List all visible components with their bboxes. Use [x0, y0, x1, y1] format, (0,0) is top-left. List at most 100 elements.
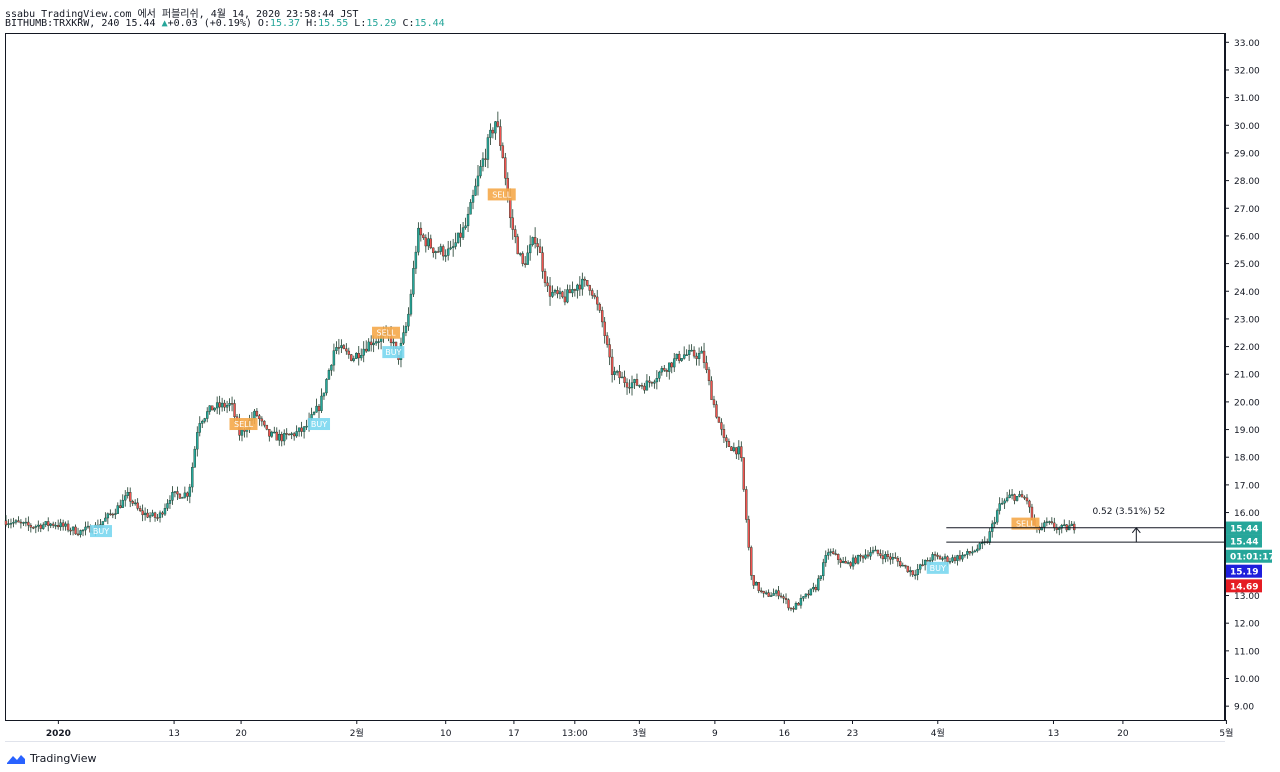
- candle-body: [300, 427, 303, 432]
- candle-body: [643, 385, 646, 391]
- price-tag-label: 15.19: [1230, 568, 1258, 578]
- signal-badge: [487, 188, 516, 201]
- candle-body: [345, 348, 348, 352]
- candle-body: [9, 523, 13, 525]
- candle-body: [330, 364, 333, 371]
- candle-body: [111, 513, 115, 516]
- y-tick-label: 32.00: [1234, 66, 1260, 76]
- candle-body: [451, 246, 455, 248]
- candle-body: [665, 370, 668, 372]
- candle-body: [881, 555, 885, 560]
- candle-body: [720, 422, 723, 430]
- candle-body: [12, 521, 15, 524]
- candle-body: [427, 238, 430, 247]
- candle-body: [181, 497, 184, 499]
- y-tick-label: 9.00: [1234, 703, 1254, 713]
- candle-body: [697, 353, 701, 359]
- y-tick-label: 33.00: [1234, 39, 1260, 49]
- price-tag-bg: [1226, 579, 1262, 593]
- candle-body: [138, 508, 142, 511]
- candle-body: [66, 523, 70, 531]
- arrow-up-icon: [1131, 526, 1141, 534]
- candle-body: [54, 525, 57, 527]
- candle-body: [836, 554, 840, 560]
- candle-body: [951, 557, 954, 562]
- candle-body: [42, 524, 45, 529]
- candle-body: [208, 405, 211, 412]
- x-tick-label: 13: [1048, 729, 1059, 739]
- x-tick-label: 23: [847, 729, 858, 739]
- candle-body: [504, 157, 507, 179]
- candle-body: [906, 565, 909, 573]
- candle-body: [156, 517, 159, 519]
- candle-body: [722, 429, 726, 438]
- candle-body: [268, 429, 271, 437]
- candle-body: [866, 554, 870, 557]
- candle-body: [166, 503, 169, 509]
- candle-body: [871, 550, 875, 553]
- candle-body: [730, 446, 733, 451]
- candle-body: [1003, 500, 1006, 504]
- candle-body: [191, 467, 194, 488]
- candle-body: [74, 526, 77, 535]
- candle-body: [608, 344, 611, 358]
- signal-label: SELL: [234, 420, 254, 429]
- candle-body: [479, 166, 482, 177]
- candle-body: [424, 237, 428, 247]
- candle-body: [1025, 497, 1029, 502]
- candle-body: [1008, 494, 1011, 499]
- candle-body: [794, 603, 798, 610]
- price-axis[interactable]: 9.0010.0011.0012.0013.0014.0015.0016.001…: [1225, 39, 1260, 713]
- candle-body: [228, 403, 231, 406]
- candle-body: [968, 551, 972, 554]
- price-tag-bg: [1226, 564, 1262, 578]
- candle-body: [692, 349, 696, 357]
- candle-body: [911, 570, 914, 576]
- candle-body: [1050, 521, 1054, 524]
- candle-body: [412, 268, 415, 295]
- x-tick-label: 2월: [350, 727, 364, 739]
- candle-body: [484, 158, 487, 160]
- candle-body: [620, 376, 624, 379]
- y-tick-label: 29.00: [1234, 149, 1260, 159]
- measure-tool[interactable]: 0.52 (3.51%) 52: [946, 507, 1224, 543]
- candle-body: [131, 501, 134, 504]
- x-tick-label: 10: [440, 729, 452, 739]
- y-tick-label: 20.00: [1234, 398, 1260, 408]
- candle-body: [414, 251, 418, 269]
- candle-body: [121, 499, 124, 508]
- tradingview-brand[interactable]: TradingView: [6, 752, 96, 765]
- candle-body: [240, 429, 244, 436]
- candle-body: [350, 354, 353, 361]
- candle-body: [437, 251, 440, 253]
- candle-body: [168, 500, 172, 504]
- candle-body: [292, 433, 296, 437]
- time-axis[interactable]: 2020 13 20 2월 10 17 13:00 3월 9 16 23 4월 13 20 5월: [46, 720, 1234, 739]
- candle-body: [981, 542, 984, 544]
- candle-body: [56, 525, 60, 528]
- high-value: 15.55: [318, 18, 349, 29]
- candle-body: [295, 431, 298, 437]
- candle-body: [936, 554, 939, 557]
- candle-body: [886, 554, 890, 558]
- open-label: O:: [257, 18, 270, 29]
- x-tick-label: 13: [168, 729, 179, 739]
- candle-body: [283, 433, 286, 442]
- candle-body: [802, 596, 805, 599]
- candle-body: [258, 415, 261, 420]
- candle-body: [526, 252, 529, 265]
- y-tick-label: 22.00: [1234, 343, 1260, 353]
- candle-body: [762, 590, 765, 594]
- candle-body: [347, 350, 351, 355]
- candle-body: [747, 519, 750, 548]
- candle-body: [243, 429, 246, 432]
- candle-body: [737, 446, 741, 455]
- candle-body: [1040, 526, 1044, 531]
- candle-body: [19, 521, 23, 524]
- candle-body: [901, 564, 904, 567]
- candle-body: [1045, 521, 1049, 523]
- candle-body: [675, 353, 678, 359]
- candle-body: [844, 561, 847, 564]
- candle-body: [625, 382, 629, 388]
